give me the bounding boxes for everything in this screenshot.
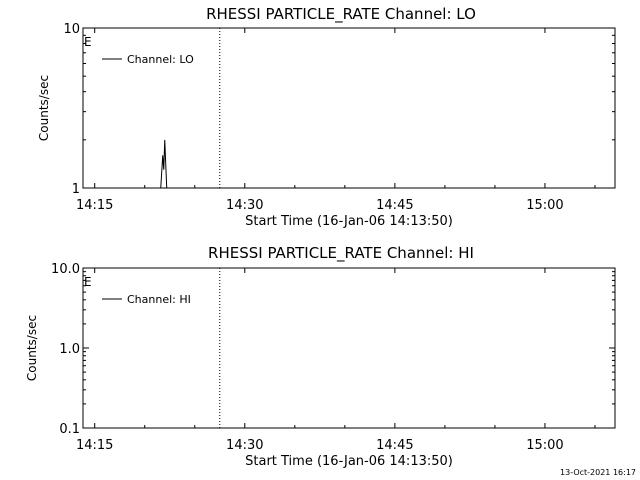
y-tick-label: 10.0: [51, 262, 80, 277]
x-tick-label: 14:15: [76, 438, 113, 453]
edge-label: E: [84, 275, 92, 289]
x-tick-label: 14:30: [226, 438, 263, 453]
x-axis-label: Start Time (16-Jan-06 14:13:50): [245, 214, 453, 229]
edge-label: E: [84, 35, 92, 49]
chart-title: RHESSI PARTICLE_RATE Channel: HI: [208, 244, 474, 263]
chart-panel-2: RHESSI PARTICLE_RATE Channel: HI 14:15 14:…: [25, 244, 616, 469]
x-axis-label: Start Time (16-Jan-06 14:13:50): [245, 454, 453, 469]
plot-frame: [82, 267, 616, 429]
series-line: [160, 139, 168, 189]
y-tick-label: 10: [63, 22, 80, 37]
chart-panel-1: RHESSI PARTICLE_RATE Channel: LO 14:15 14:…: [37, 5, 616, 229]
legend-entry: Channel: LO: [127, 53, 194, 66]
y-tick-label: 1: [72, 182, 80, 197]
plot-frame: [82, 27, 616, 189]
y-axis-label: Counts/sec: [37, 75, 51, 141]
x-tick-label: 14:45: [376, 198, 413, 213]
y-tick-label: 1.0: [59, 342, 80, 357]
x-tick-label: 15:00: [526, 438, 563, 453]
x-tick-label: 15:00: [526, 198, 563, 213]
chart-title: RHESSI PARTICLE_RATE Channel: LO: [206, 5, 476, 24]
x-tick-label: 14:45: [376, 438, 413, 453]
y-tick-label: 0.1: [59, 422, 80, 437]
x-tick-label: 14:15: [76, 198, 113, 213]
y-axis-label: Counts/sec: [25, 315, 39, 381]
plot-timestamp: 13-Oct-2021 16:17: [560, 468, 636, 477]
x-tick-label: 14:30: [226, 198, 263, 213]
legend-entry: Channel: HI: [127, 293, 191, 306]
